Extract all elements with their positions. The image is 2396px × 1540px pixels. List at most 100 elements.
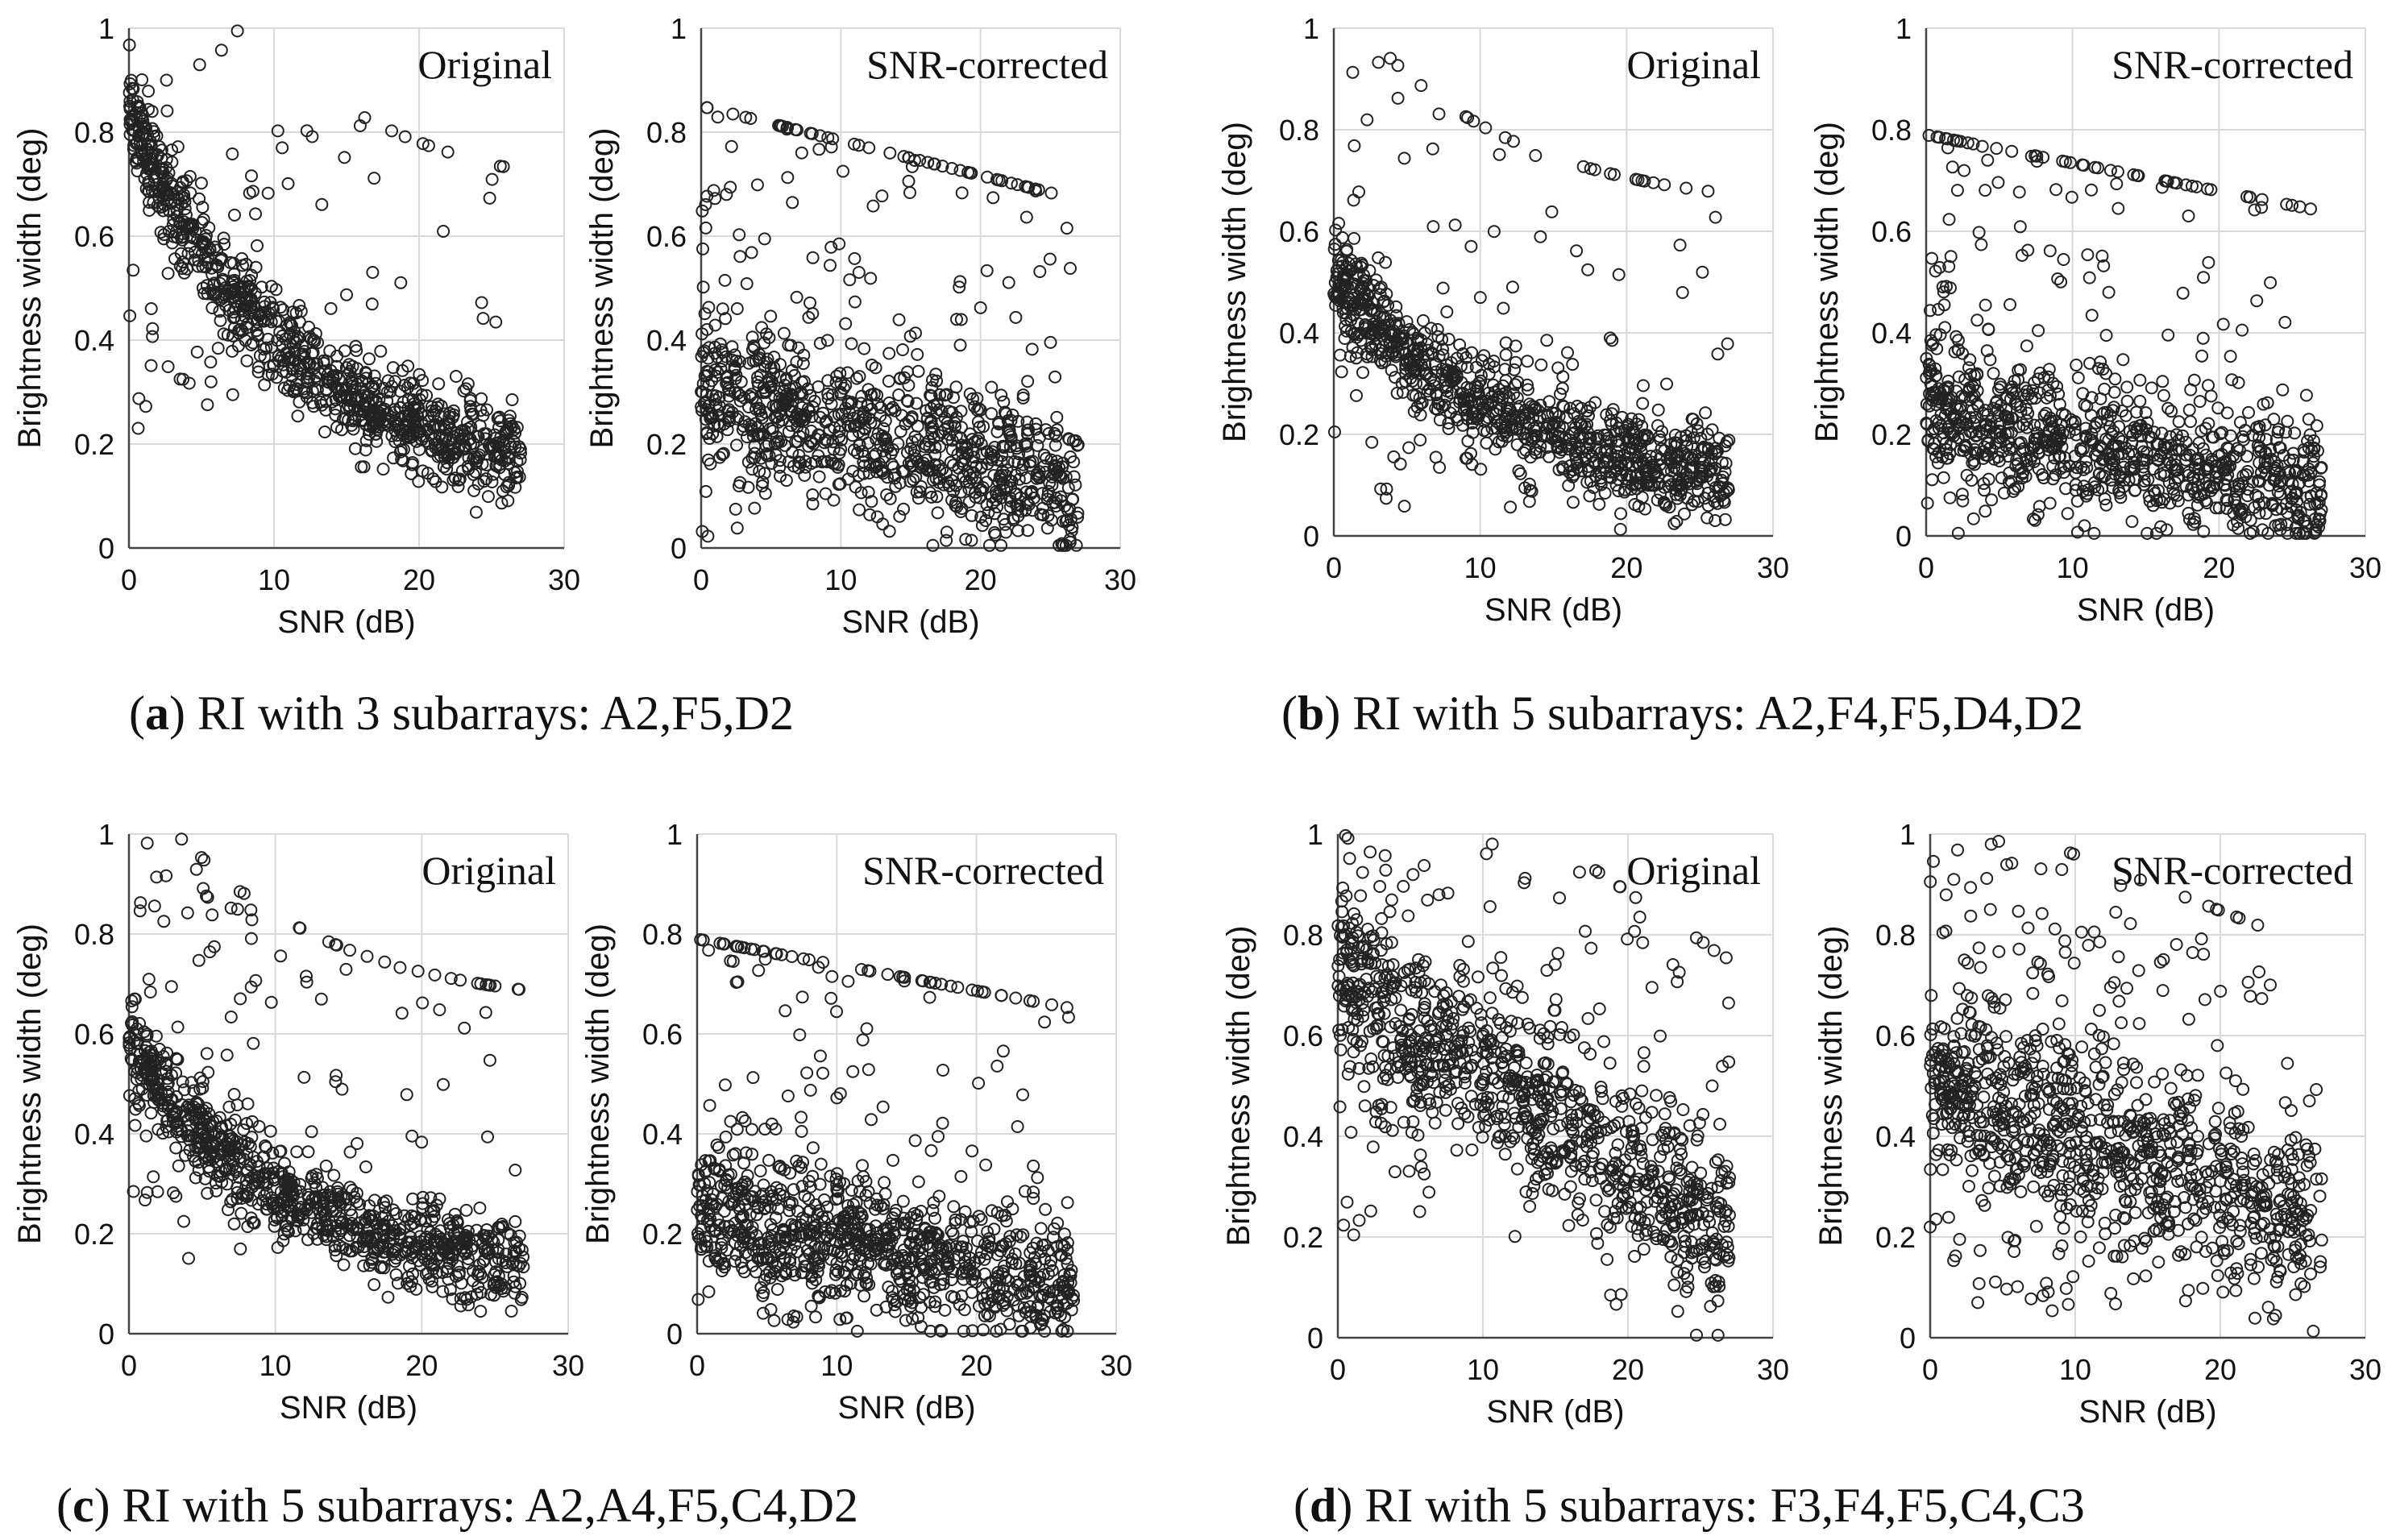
scatter-point [452,440,466,454]
scatter-point [147,125,160,139]
scatter-point [475,392,488,405]
scatter-point [412,475,426,488]
y-tick-label: 0.6 [646,220,687,253]
scatter-point [123,309,137,322]
scatter-point [432,377,446,391]
scatter-point [146,330,160,343]
scatter-point [258,295,272,309]
x-tick-label: 0 [121,563,137,596]
x-tick-label: 30 [552,1349,584,1382]
x-tick-label: 0 [1918,551,1934,584]
scatter-point [480,403,493,417]
scatter-point [491,412,505,425]
scatter-point [232,323,246,337]
scatter-point [374,344,388,358]
scatter-point [505,419,519,433]
scatter-point [489,315,503,329]
scatter-point [206,301,219,314]
scatter-point [127,264,140,277]
y-axis-title: Brightness width (deg) [12,924,48,1244]
y-tick-label: 0.4 [1871,317,1912,350]
scatter-point [363,420,377,434]
y-tick-label: 0.8 [1871,114,1912,147]
scatter-point [363,352,376,366]
plot-title: SNR-corrected [866,42,1108,87]
y-tick-label: 0 [1303,520,1319,553]
scatter-point [190,345,204,359]
scatter-point [251,329,265,342]
y-tick-label: 1 [98,12,114,45]
y-axis-title: Brightness width (deg) [584,128,620,449]
x-axis-title: SNR (dB) [1485,592,1622,628]
scatter-point [142,85,156,98]
scatter-point [171,140,185,154]
scatter-point [370,434,384,448]
scatter-point [197,235,210,248]
scatter-point [145,105,159,118]
scatter-point [131,120,145,134]
scatter-point [311,336,324,350]
x-tick-label: 10 [260,1349,292,1382]
x-tick-label: 10 [2057,551,2089,584]
scatter-point [429,475,442,488]
scatter-point [510,470,524,484]
y-axis-title: Brightness width (deg) [12,128,48,449]
scatter-point [501,494,515,508]
scatter-point [196,201,210,214]
scatter-point [227,268,241,280]
y-tick-label: 0.8 [74,918,114,951]
scatter-point [251,239,264,252]
scatter-point [441,145,455,159]
scatter-point [271,124,284,138]
scatter-point [513,453,527,467]
scatter-point [193,192,206,205]
scatter-point [211,342,225,355]
scatter-point [182,376,196,390]
plot-title: Original [1626,42,1761,87]
scatter-point [212,290,225,304]
y-tick-label: 0 [98,532,114,565]
y-axis-title: Brightness width (deg) [1217,122,1252,442]
scatter-point [458,442,471,456]
scatter-point [355,460,368,474]
scatter-point [131,164,144,178]
scatter-point [351,390,363,404]
x-axis-title: SNR (dB) [280,1390,417,1426]
scatter-point [300,390,314,404]
scatter-point [216,274,230,288]
scatter-point [457,384,471,398]
scatter-point [264,315,278,329]
y-tick-label: 0.2 [1279,418,1319,451]
scatter-point [289,382,303,396]
x-tick-label: 30 [1757,551,1789,584]
y-tick-label: 0.8 [1279,114,1319,147]
scatter-point [309,327,322,340]
scatter-point [493,160,507,173]
scatter-point [425,400,438,413]
y-tick-label: 0.2 [74,428,114,461]
y-tick-label: 0.6 [74,1018,114,1051]
y-tick-label: 0.6 [1871,215,1912,248]
scatter-point [228,208,241,222]
scatter-point [228,310,242,324]
scatter-point [245,169,258,183]
scatter-point [226,274,239,288]
scatter-point [439,431,453,445]
plot-title: Original [421,848,556,893]
scatter-point [214,254,228,267]
scatter-point [207,276,221,290]
scatter-point [181,247,195,260]
y-tick-label: 0.4 [74,1118,114,1151]
scatter-point [459,441,472,455]
scatter-point [217,327,230,341]
scatter-point [194,176,208,190]
scatter-point [343,358,356,372]
y-tick-label: 0.6 [74,220,114,253]
scatter-point [469,505,483,519]
x-axis-title: SNR (dB) [277,604,415,640]
x-tick-label: 30 [1104,563,1136,596]
scatter-point [127,139,141,152]
scatter-point [161,360,175,373]
scatter-point [199,232,213,246]
y-tick-label: 0 [671,532,687,565]
